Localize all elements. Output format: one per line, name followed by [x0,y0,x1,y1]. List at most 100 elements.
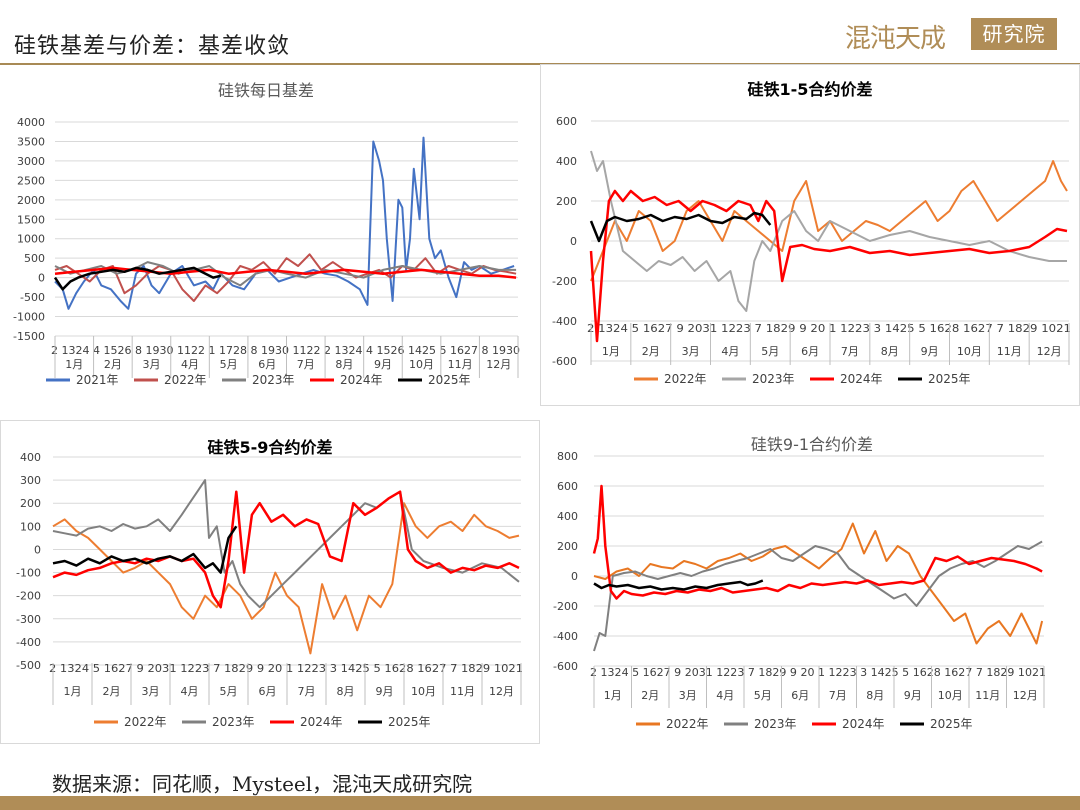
x-month-label: 6月 [259,685,277,698]
y-tick-label: -500 [16,659,41,672]
x-month-label: 12月 [1013,689,1038,702]
legend-label: 2024年 [842,717,885,731]
x-month-label: 1月 [64,685,82,698]
y-tick-label: -200 [553,600,578,613]
page-title: 硅铁基差与价差：基差收敛 [14,34,291,59]
y-tick-label: 0 [571,570,578,583]
y-tick-label: 400 [557,510,578,523]
x-month-label: 9月 [921,345,939,358]
legend-label: 2024年 [340,373,383,387]
x-month-label: 7月 [841,345,859,358]
x-month-label: 7月 [297,358,315,371]
chart-svg-spread-9-1: 硅铁9-1合约价差 -600 -400 -200 0 200 400 600 800 2 1324… [553,435,1046,731]
x-month-label: 4月 [181,685,199,698]
y-tick-label: 200 [556,195,577,208]
series-line-2024年 [589,189,1068,343]
data-source-note: 数据来源：同花顺，Mysteel，混沌天成研究院 [52,772,473,796]
y-tick-label: 400 [20,451,41,464]
series-line-2024年 [592,484,1043,600]
x-month-label: 5月 [754,689,772,702]
y-tick-label: 3500 [17,135,45,148]
legend-label: 2022年 [124,715,167,729]
chart-panel-spread-9-1: 硅铁9-1合约价差 -600 -400 -200 0 200 400 600 800 2 1324… [544,420,1080,744]
chart-svg-spread-5-9: 硅铁5-9合约价差 -500 -400 -300 -200 -100 0 100 200 300 4… [16,438,523,729]
series-line-2023年 [52,479,520,609]
logo-box: 研究院 [971,18,1057,50]
x-day-tick-labels: 2 1324 4 1526 8 1930 1122 1 1728 8 1930 … [51,344,520,357]
y-tick-label: -300 [16,613,41,626]
y-tick-label: 2000 [17,194,45,207]
series-line-2025年 [593,579,764,591]
y-tick-label: 1000 [17,233,45,246]
y-tick-label: -400 [553,630,578,643]
legend-label: 2022年 [666,717,709,731]
series-line-2022年 [590,160,1068,282]
y-tick-label: 3000 [17,155,45,168]
x-month-label: 3月 [682,345,700,358]
x-month-label: 5月 [220,685,238,698]
legend-label: 2023年 [754,717,797,731]
y-tick-label: 800 [557,450,578,463]
y-tick-label: 0 [34,543,41,556]
chart-panel-spread-5-9: 硅铁5-9合约价差 -500 -400 -300 -200 -100 0 100 200 300 4… [0,420,540,744]
x-month-label: 10月 [411,685,436,698]
series-line-2022年 [593,522,1044,645]
legend-label: 2025年 [930,717,973,731]
x-month-label: 4月 [721,345,739,358]
legend-label: 2023年 [752,372,795,386]
series-line-2021年 [54,136,515,310]
x-month-label: 3月 [142,685,160,698]
x-month-label: 2月 [104,358,122,371]
chart-title: 硅铁5-9合约价差 [208,438,333,457]
x-month-label: 1月 [604,689,622,702]
legend-label: 2025年 [928,372,971,386]
x-month-label: 3月 [679,689,697,702]
y-tick-label: 100 [20,520,41,533]
x-month-label: 1月 [65,358,83,371]
series-line-2023年 [593,540,1043,652]
x-month-label: 3月 [142,358,160,371]
x-month-label: 6月 [801,345,819,358]
x-month-label: 10月 [957,345,982,358]
y-tick-label: 0 [38,272,45,285]
legend-label: 2025年 [388,715,431,729]
y-tick-label: -200 [16,590,41,603]
legend-label: 2025年 [428,373,471,387]
x-month-label: 11月 [975,689,1000,702]
x-month-label: 12月 [489,685,514,698]
x-month-label: 10月 [409,358,434,371]
x-month-label: 8月 [881,345,899,358]
x-month-label: 2月 [641,689,659,702]
x-month-label: 1月 [602,345,620,358]
series-line-2025年 [53,266,222,291]
x-month-label: 4月 [181,358,199,371]
y-tick-label: 0 [570,235,577,248]
x-month-label: 8月 [337,685,355,698]
y-tick-label: -200 [552,275,577,288]
x-month-label: 7月 [298,685,316,698]
y-tick-label: -600 [552,355,577,368]
x-month-label: 12月 [1037,345,1062,358]
chart-panel-daily-basis: 硅铁每日基差 -1500 -1000 -500 0 500 1000 1500 2000 2500… [0,66,532,406]
chart-panel-spread-1-5: 硅铁1-5合约价差 -600 -400 -200 0 200 400 600 2 1324 5 … [540,64,1080,406]
y-tick-label: 200 [557,540,578,553]
y-tick-label: 2500 [17,174,45,187]
x-month-label: 11月 [450,685,475,698]
chart-title: 硅铁每日基差 [218,81,314,100]
legend-label: 2021年 [76,373,119,387]
x-month-label: 11月 [448,358,473,371]
logo-script-text: 混沌天成 [845,24,946,54]
x-month-label: 7月 [829,689,847,702]
x-day-tick-labels: 2 1324 5 1627 9 2031 1223 7 1829 9 20 1 … [49,662,523,675]
y-tick-label: 1500 [17,213,45,226]
y-tick-label: -100 [16,567,41,580]
series-line-2023年 [590,150,1067,312]
chart-title: 硅铁9-1合约价差 [751,435,873,454]
x-month-label: 2月 [103,685,121,698]
y-tick-label: 200 [20,497,41,510]
footer-bar [0,796,1080,810]
legend-label: 2023年 [212,715,255,729]
y-tick-label: -400 [16,636,41,649]
x-month-label: 4月 [716,689,734,702]
series-line-2022年 [52,502,520,655]
